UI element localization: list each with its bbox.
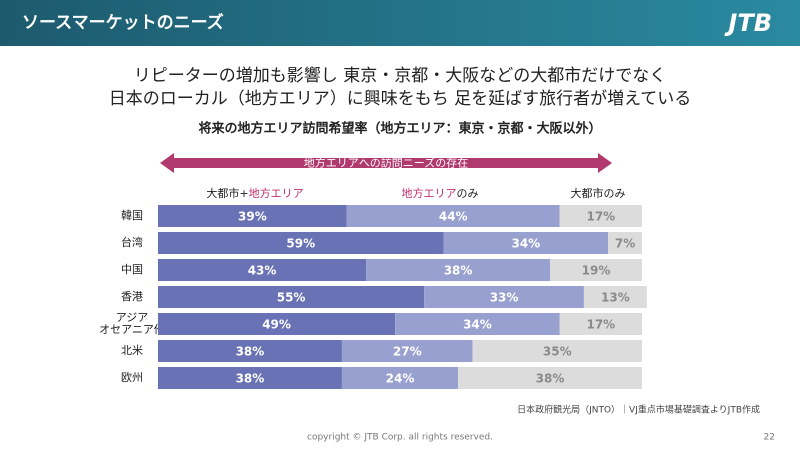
bar-segment bbox=[395, 313, 560, 335]
value-label: 13% bbox=[601, 291, 630, 305]
category-label: 韓国 bbox=[121, 209, 143, 222]
column-header: 大都市のみ bbox=[571, 186, 626, 200]
value-label: 33% bbox=[490, 291, 519, 305]
category-label: 台湾 bbox=[121, 235, 143, 249]
copyright: copyright © JTB Corp. all rights reserve… bbox=[307, 433, 493, 443]
value-label: 17% bbox=[586, 318, 615, 332]
value-label: 38% bbox=[444, 264, 473, 278]
value-label: 49% bbox=[262, 318, 291, 332]
column-header-part: 地方エリア bbox=[402, 186, 457, 200]
annotation-arrow bbox=[160, 153, 612, 173]
value-label: 43% bbox=[248, 264, 277, 278]
bar-segment bbox=[158, 286, 425, 308]
category-label: オセアニア他 bbox=[99, 323, 165, 336]
value-label: 17% bbox=[586, 210, 615, 224]
bar-segment bbox=[608, 232, 642, 254]
bar-segment bbox=[443, 232, 609, 254]
bar-segment bbox=[158, 367, 342, 389]
column-header: 大都市+地方エリア bbox=[206, 186, 303, 200]
bar-segment bbox=[158, 259, 367, 281]
headline: 日本のローカル（地方エリア）に興味をもち 足を延ばす旅行者が増えている bbox=[109, 89, 692, 109]
column-header-part: 大都市のみ bbox=[571, 186, 626, 200]
column-header-part: 大都市+ bbox=[206, 186, 248, 200]
value-label: 34% bbox=[511, 237, 540, 251]
column-header-part: 地方エリア bbox=[249, 186, 304, 200]
chart-title: 将来の地方エリア訪問希望率（地方エリア：東京・京都・大阪以外） bbox=[198, 121, 601, 137]
header-title: ソースマーケットのニーズ bbox=[22, 12, 224, 33]
bar-segment bbox=[472, 340, 642, 362]
category-label: 北米 bbox=[121, 344, 143, 357]
value-label: 38% bbox=[236, 372, 265, 386]
column-header: 地方エリアのみ bbox=[402, 186, 479, 200]
value-label: 59% bbox=[286, 237, 315, 251]
bar-segment bbox=[559, 313, 642, 335]
logo: JTB bbox=[724, 9, 772, 37]
bar-segment bbox=[346, 205, 560, 227]
headline: リピーターの増加も影響し 東京・京都・大阪などの大都市だけでなく bbox=[134, 66, 666, 86]
category-label: 香港 bbox=[121, 290, 143, 303]
bar-segment bbox=[424, 286, 584, 308]
bar-segment bbox=[158, 340, 342, 362]
value-label: 38% bbox=[536, 372, 565, 386]
source: 日本政府観光局（JNTO）｜VJ重点市場基礎調査よりJTB作成 bbox=[517, 404, 760, 416]
value-label: 19% bbox=[582, 264, 611, 278]
page-number: 22 bbox=[764, 433, 775, 443]
bar-segment bbox=[158, 232, 444, 254]
bar-segment bbox=[559, 205, 642, 227]
value-label: 55% bbox=[277, 291, 306, 305]
bar-segment bbox=[158, 313, 396, 335]
column-header-part: のみ bbox=[457, 187, 479, 200]
category-label: 中国 bbox=[121, 263, 143, 276]
value-label: 34% bbox=[463, 318, 492, 332]
bar-segment bbox=[366, 259, 551, 281]
annotation: 地方エリアへの訪問ニーズの存在 bbox=[304, 156, 468, 170]
category-label: 欧州 bbox=[121, 371, 143, 384]
value-label: 39% bbox=[238, 210, 267, 224]
value-label: 27% bbox=[393, 345, 422, 359]
value-label: 38% bbox=[236, 345, 265, 359]
value-label: 35% bbox=[543, 345, 572, 359]
category-label: アジア bbox=[116, 311, 149, 324]
value-label: 7% bbox=[615, 237, 635, 251]
value-label: 24% bbox=[386, 372, 415, 386]
bar-segment bbox=[341, 340, 473, 362]
value-label: 44% bbox=[439, 210, 468, 224]
bar-segment bbox=[550, 259, 642, 281]
header-bar bbox=[0, 0, 800, 46]
bar-segment bbox=[341, 367, 459, 389]
bar-segment bbox=[158, 205, 347, 227]
bar-segment bbox=[458, 367, 642, 389]
bar-segment bbox=[583, 286, 647, 308]
